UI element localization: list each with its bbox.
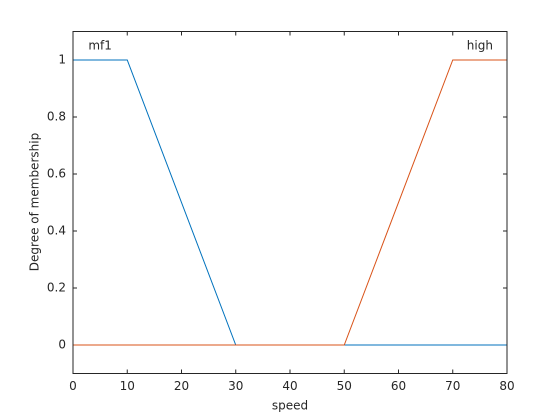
y-axis-label: Degree of membership [28,133,42,271]
y-tick-label: 0.8 [47,110,66,124]
x-tick-label: 20 [174,379,189,393]
x-tick-label: 0 [69,379,77,393]
x-tick-label: 40 [282,379,297,393]
series-label: high [467,39,493,53]
series-line [73,59,507,346]
y-tick-label: 0.6 [47,167,66,181]
series-label: mf1 [88,39,112,53]
y-tick-label: 0 [58,338,66,352]
x-axis-label: speed [272,399,308,413]
y-tick-label: 0.4 [47,224,66,238]
x-tick-label: 60 [391,379,406,393]
series-line [73,59,507,346]
x-tick-label: 10 [120,379,135,393]
x-tick-label: 30 [228,379,243,393]
x-tick-label: 80 [499,379,514,393]
axes-box [72,31,508,374]
y-tick-label: 1 [58,53,66,67]
y-tick-label: 0.2 [47,281,66,295]
x-tick-label: 50 [337,379,352,393]
x-tick-label: 70 [445,379,460,393]
